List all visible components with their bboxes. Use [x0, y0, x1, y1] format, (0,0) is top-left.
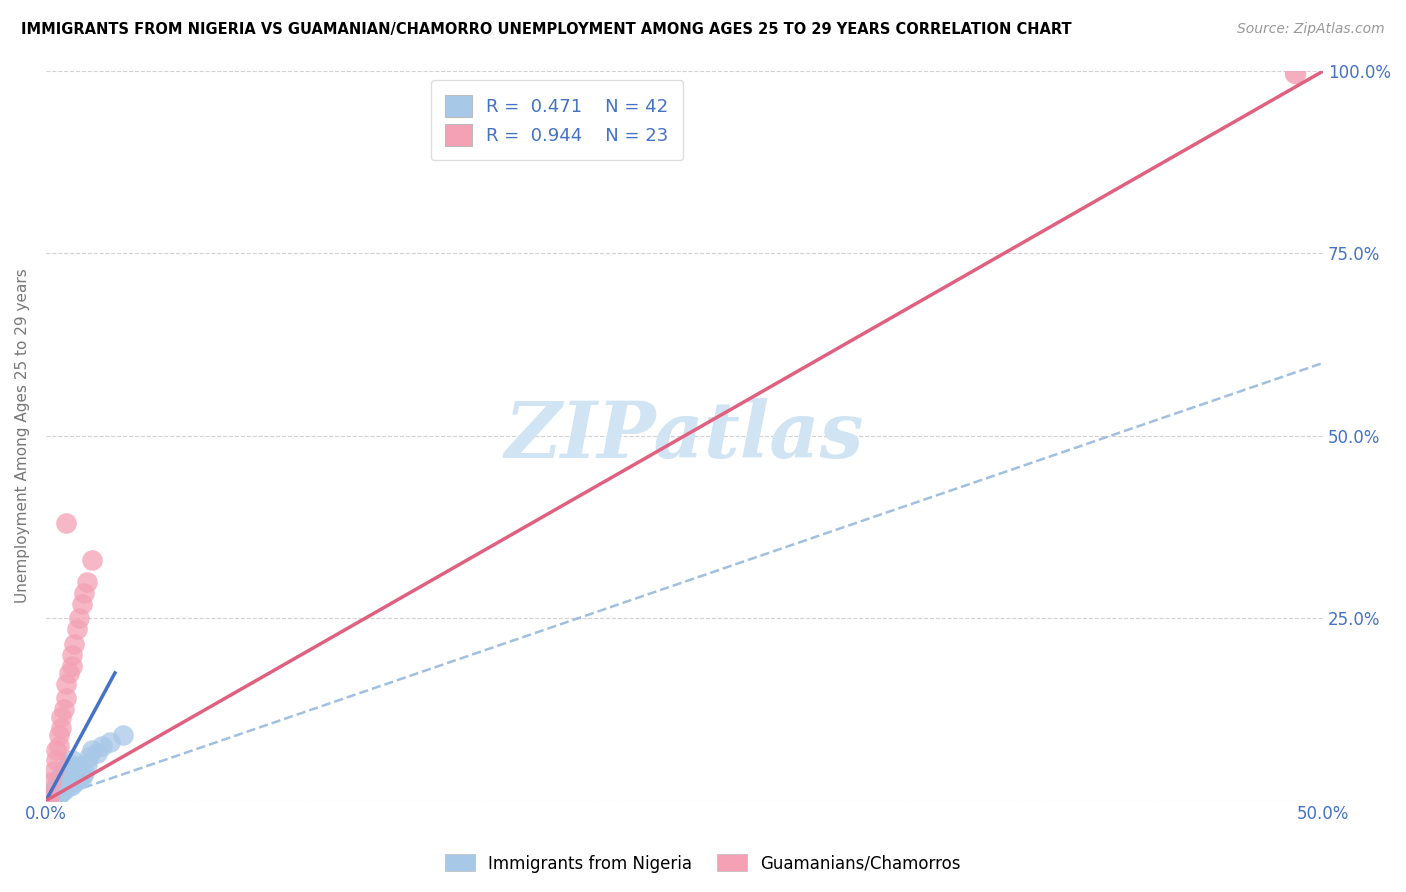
Point [48, 739, 70, 753]
Text: Source: ZipAtlas.com: Source: ZipAtlas.com [1237, 22, 1385, 37]
Point [52, 782, 75, 797]
Point [42, 788, 65, 802]
Point [52, 765, 75, 780]
Point [73, 765, 96, 780]
Point [51, 785, 73, 799]
Point [60, 754, 83, 768]
Text: IMMIGRANTS FROM NIGERIA VS GUAMANIAN/CHAMORRO UNEMPLOYMENT AMONG AGES 25 TO 29 Y: IMMIGRANTS FROM NIGERIA VS GUAMANIAN/CHA… [21, 22, 1071, 37]
Point [60, 765, 83, 780]
Point [51, 768, 73, 782]
Point [48, 772, 70, 786]
Point [35, 794, 58, 808]
Point [35, 794, 58, 808]
Point [67, 772, 90, 786]
Point [55, 780, 77, 795]
Point [91, 739, 114, 753]
Point [51, 709, 73, 723]
Point [51, 779, 73, 793]
Point [45, 779, 67, 793]
Point [1284, 65, 1306, 79]
Legend: Immigrants from Nigeria, Guamanians/Chamorros: Immigrants from Nigeria, Guamanians/Cham… [439, 847, 967, 880]
Point [63, 775, 86, 789]
Point [86, 746, 108, 760]
Point [55, 772, 77, 786]
Point [48, 775, 70, 789]
Point [80, 742, 103, 756]
Point [45, 742, 67, 756]
Point [80, 553, 103, 567]
Point [39, 775, 62, 789]
Point [58, 665, 80, 680]
Point [65, 773, 87, 788]
Y-axis label: Unemployment Among Ages 25 to 29 years: Unemployment Among Ages 25 to 29 years [15, 268, 30, 603]
Point [42, 764, 65, 779]
Point [98, 735, 121, 749]
Point [55, 677, 77, 691]
Point [55, 761, 77, 775]
Point [63, 637, 86, 651]
Point [45, 754, 67, 768]
Point [65, 622, 87, 636]
Point [39, 786, 62, 800]
Point [51, 721, 73, 735]
Point [60, 658, 83, 673]
Point [48, 782, 70, 797]
Point [45, 786, 67, 800]
Text: ZIPatlas: ZIPatlas [505, 398, 865, 474]
Point [60, 648, 83, 662]
Point [76, 574, 98, 589]
Point [58, 757, 80, 772]
Point [38, 789, 60, 804]
Point [52, 775, 75, 789]
Point [55, 691, 77, 706]
Point [70, 770, 93, 784]
Legend: R =  0.471    N = 42, R =  0.944    N = 23: R = 0.471 N = 42, R = 0.944 N = 23 [430, 80, 683, 161]
Point [111, 728, 134, 742]
Point [38, 789, 60, 804]
Point [67, 758, 90, 772]
Point [42, 782, 65, 797]
Point [63, 764, 86, 779]
Point [48, 728, 70, 742]
Point [76, 757, 98, 772]
Point [73, 585, 96, 599]
Point [79, 749, 101, 764]
Point [58, 768, 80, 782]
Point [45, 789, 67, 804]
Point [67, 611, 90, 625]
Point [58, 779, 80, 793]
Point [55, 516, 77, 531]
Point [48, 788, 70, 802]
Point [65, 763, 87, 777]
Point [70, 597, 93, 611]
Point [60, 778, 83, 792]
Point [52, 702, 75, 716]
